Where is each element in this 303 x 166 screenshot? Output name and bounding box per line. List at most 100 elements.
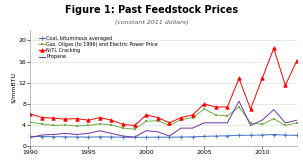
N/TL Cracking [40,117,44,119]
Gas, Oilgas (to 1996) and Electric Power Price [179,119,183,121]
Coal, bituminous averaged [98,136,102,138]
Propane [202,122,206,124]
Line: N/TL Cracking: N/TL Cracking [28,47,299,127]
Coal, bituminous averaged [249,134,252,136]
Gas, Oilgas (to 1996) and Electric Power Price [110,124,113,126]
Propane [156,131,160,133]
Y-axis label: $/mmBTU: $/mmBTU [12,73,17,103]
Gas, Oilgas (to 1996) and Electric Power Price [98,123,102,125]
Gas, Oilgas (to 1996) and Electric Power Price [284,124,287,126]
N/TL Cracking [110,119,113,121]
Gas, Oilgas (to 1996) and Electric Power Price [202,108,206,110]
Gas, Oilgas (to 1996) and Electric Power Price [295,122,299,124]
Gas, Oilgas (to 1996) and Electric Power Price [191,117,195,119]
N/TL Cracking [249,108,252,110]
Propane [191,127,195,129]
Gas, Oilgas (to 1996) and Electric Power Price [52,124,55,126]
Gas, Oilgas (to 1996) and Electric Power Price [28,121,32,123]
Propane [145,130,148,132]
Coal, bituminous averaged [52,136,55,138]
N/TL Cracking [86,119,90,121]
Propane [110,132,113,134]
N/TL Cracking [202,103,206,105]
Propane [121,135,125,137]
Coal, bituminous averaged [191,136,195,138]
Text: (constant 2011 dollars): (constant 2011 dollars) [115,20,188,25]
Propane [98,130,102,132]
N/TL Cracking [237,78,241,80]
Gas, Oilgas (to 1996) and Electric Power Price [168,124,171,126]
N/TL Cracking [284,84,287,86]
Coal, bituminous averaged [156,136,160,138]
Propane [284,122,287,124]
Gas, Oilgas (to 1996) and Electric Power Price [237,106,241,108]
Gas, Oilgas (to 1996) and Electric Power Price [121,127,125,129]
Gas, Oilgas (to 1996) and Electric Power Price [75,125,78,127]
Coal, bituminous averaged [75,136,78,138]
Gas, Oilgas (to 1996) and Electric Power Price [86,124,90,126]
N/TL Cracking [225,106,229,108]
Text: Figure 1: Past Feedstock Prices: Figure 1: Past Feedstock Prices [65,5,238,15]
Propane [260,119,264,121]
N/TL Cracking [272,47,275,49]
Gas, Oilgas (to 1996) and Electric Power Price [156,120,160,122]
Propane [179,127,183,129]
Coal, bituminous averaged [284,134,287,136]
Line: Gas, Oilgas (to 1996) and Electric Power Price: Gas, Oilgas (to 1996) and Electric Power… [29,106,298,131]
Gas, Oilgas (to 1996) and Electric Power Price [145,120,148,122]
Propane [249,124,252,126]
Propane [75,133,78,135]
Propane [295,119,299,121]
N/TL Cracking [179,117,183,119]
N/TL Cracking [145,114,148,116]
N/TL Cracking [214,106,218,108]
Gas, Oilgas (to 1996) and Electric Power Price [260,124,264,125]
Coal, bituminous averaged [179,136,183,138]
Coal, bituminous averaged [295,134,299,136]
N/TL Cracking [28,113,32,115]
N/TL Cracking [156,117,160,119]
Coal, bituminous averaged [225,135,229,137]
Coal, bituminous averaged [110,136,113,138]
Gas, Oilgas (to 1996) and Electric Power Price [214,114,218,116]
Gas, Oilgas (to 1996) and Electric Power Price [40,123,44,125]
Propane [133,136,136,138]
Gas, Oilgas (to 1996) and Electric Power Price [63,124,67,126]
Coal, bituminous averaged [133,136,136,138]
Propane [63,132,67,134]
N/TL Cracking [191,114,195,116]
Propane [40,134,44,136]
Propane [86,132,90,134]
N/TL Cracking [52,117,55,119]
Propane [168,135,171,137]
Gas, Oilgas (to 1996) and Electric Power Price [249,122,252,124]
N/TL Cracking [121,124,125,125]
Propane [237,100,241,102]
N/TL Cracking [98,117,102,119]
N/TL Cracking [168,122,171,124]
Coal, bituminous averaged [28,135,32,137]
Coal, bituminous averaged [272,134,275,136]
N/TL Cracking [133,124,136,126]
Gas, Oilgas (to 1996) and Electric Power Price [133,128,136,130]
Coal, bituminous averaged [260,134,264,136]
Coal, bituminous averaged [63,136,67,138]
N/TL Cracking [75,118,78,120]
Coal, bituminous averaged [40,136,44,138]
Coal, bituminous averaged [237,134,241,136]
Line: Propane: Propane [30,101,297,138]
N/TL Cracking [295,60,299,62]
Coal, bituminous averaged [168,136,171,138]
Coal, bituminous averaged [145,136,148,138]
Propane [214,122,218,124]
N/TL Cracking [63,118,67,120]
Propane [225,122,229,124]
Coal, bituminous averaged [202,135,206,137]
Coal, bituminous averaged [121,136,125,138]
N/TL Cracking [260,78,264,80]
Line: Coal, bituminous averaged: Coal, bituminous averaged [28,133,299,139]
Legend: Coal, bituminous averaged, Gas, Oilgas (to 1996) and Electric Power Price, N/TL : Coal, bituminous averaged, Gas, Oilgas (… [38,35,159,60]
Propane [28,137,32,139]
Propane [52,133,55,135]
Gas, Oilgas (to 1996) and Electric Power Price [272,118,275,120]
